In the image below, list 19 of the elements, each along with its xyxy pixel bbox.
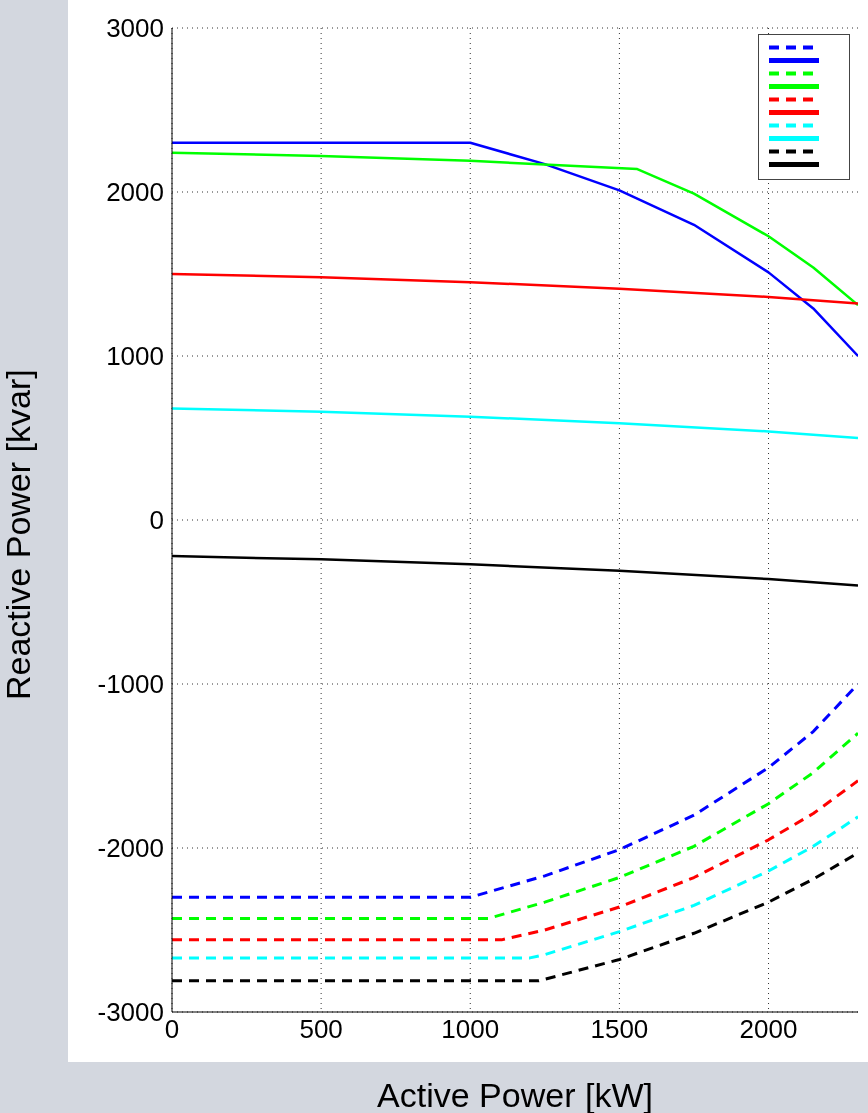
line-series <box>172 779 858 942</box>
y-tick-label: -1000 <box>97 669 164 700</box>
line-series <box>172 731 858 921</box>
line-series <box>172 815 858 960</box>
line-series <box>172 141 858 358</box>
line-series <box>172 151 858 307</box>
line-series <box>172 407 858 440</box>
y-tick-label: 1000 <box>106 341 164 372</box>
y-tick-label: 0 <box>149 505 164 536</box>
x-tick-label: 1000 <box>441 1014 500 1045</box>
y-tick-label: -3000 <box>97 997 164 1028</box>
y-tick-label: -2000 <box>97 833 164 864</box>
x-tick-label: 2000 <box>739 1014 798 1045</box>
x-tick-label: 1500 <box>590 1014 649 1045</box>
y-tick-label: 3000 <box>106 13 164 44</box>
y-axis-title: Reactive Power [kvar] <box>0 369 38 700</box>
line-series <box>172 272 858 305</box>
y-tick-label: 2000 <box>106 177 164 208</box>
x-tick-label: 500 <box>299 1014 343 1045</box>
